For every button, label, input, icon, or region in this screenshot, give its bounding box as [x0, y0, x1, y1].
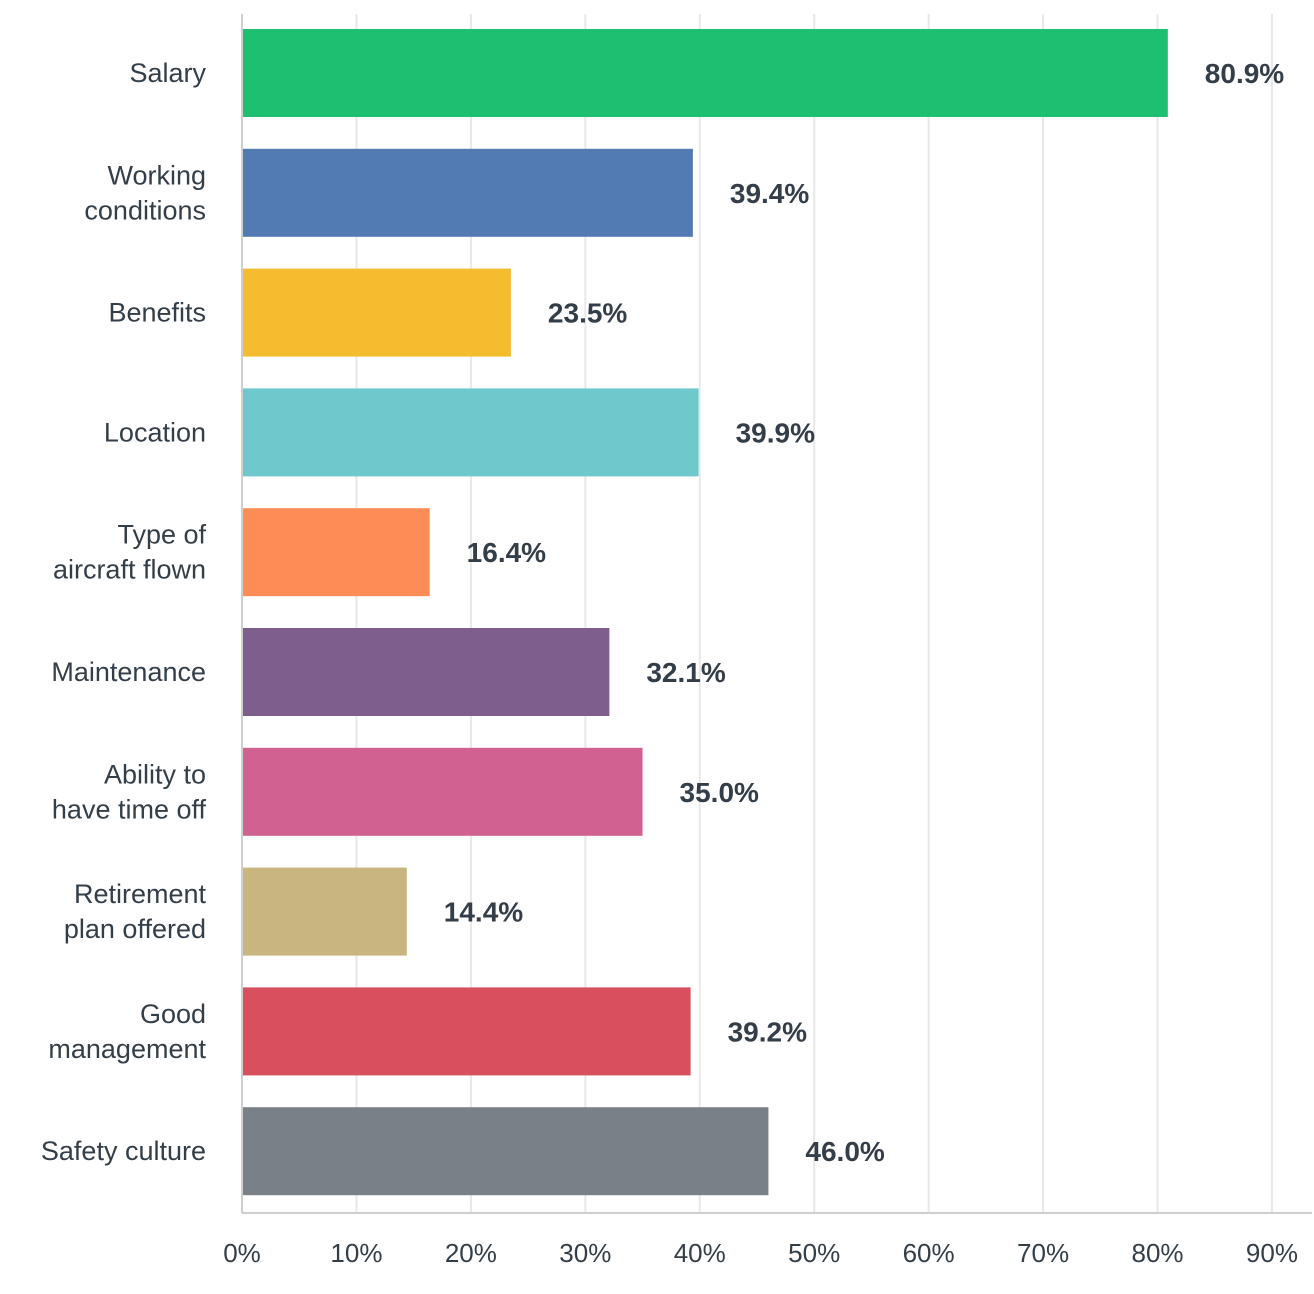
category-label-line: aircraft flown — [53, 555, 206, 585]
bar — [242, 1107, 769, 1196]
data-label: 35.0% — [680, 777, 759, 808]
x-tick-label: 20% — [445, 1238, 497, 1268]
category-label: Maintenance — [51, 657, 206, 687]
x-tick-label: 70% — [1017, 1238, 1069, 1268]
category-label-line: Working — [107, 160, 206, 190]
category-label-line: Retirement — [74, 879, 207, 909]
x-tick-label: 0% — [223, 1238, 261, 1268]
category-label: Location — [104, 417, 206, 447]
category-label: Salary — [129, 58, 206, 88]
x-tick-label: 60% — [903, 1238, 955, 1268]
category-label: Working conditions — [84, 160, 206, 225]
category-label: Ability to have time off — [52, 759, 207, 824]
bar — [242, 508, 430, 597]
category-label: Safety culture — [41, 1136, 206, 1166]
bar — [242, 268, 511, 357]
x-tick-label: 50% — [788, 1238, 840, 1268]
category-label-line: conditions — [84, 195, 206, 225]
category-label-line: Ability to — [104, 759, 206, 789]
bar — [242, 747, 643, 836]
x-tick-label: 40% — [674, 1238, 726, 1268]
category-label-line: Safety culture — [41, 1136, 206, 1166]
data-label: 39.2% — [728, 1016, 807, 1047]
category-label: Good management — [48, 999, 206, 1064]
data-label: 23.5% — [548, 298, 627, 329]
data-label: 14.4% — [444, 897, 523, 928]
labels: 0% 10% 20% 30% 40% 50% 60% 70% 80% 90% 80.9% Salary… — [41, 58, 1298, 1268]
category-label-line: plan offered — [64, 914, 206, 944]
data-label: 16.4% — [467, 537, 546, 568]
category-label: Benefits — [108, 298, 206, 328]
x-tick-label: 80% — [1131, 1238, 1183, 1268]
x-tick-label: 10% — [330, 1238, 382, 1268]
category-label-line: Maintenance — [51, 657, 206, 687]
bar — [242, 388, 699, 477]
data-label: 46.0% — [805, 1136, 884, 1167]
category-label-line: Good — [140, 999, 206, 1029]
category-label-line: Location — [104, 417, 206, 447]
category-label-line: Type of — [117, 520, 206, 550]
category-label: Type of aircraft flown — [53, 520, 207, 585]
x-tick-label: 30% — [559, 1238, 611, 1268]
bar — [242, 867, 407, 956]
bar — [242, 987, 691, 1076]
data-label: 32.1% — [646, 657, 725, 688]
bar — [242, 148, 693, 237]
data-label: 39.9% — [736, 417, 815, 448]
category-label-line: management — [48, 1034, 206, 1064]
data-label: 39.4% — [730, 178, 809, 209]
bars — [242, 29, 1168, 1196]
x-tick-label: 90% — [1246, 1238, 1298, 1268]
bar — [242, 29, 1168, 117]
bar — [242, 628, 610, 716]
category-label-line: have time off — [52, 794, 207, 824]
category-label-line: Salary — [129, 58, 206, 88]
category-label-line: Benefits — [108, 298, 206, 328]
data-label: 80.9% — [1205, 58, 1284, 89]
category-label: Retirement plan offered — [64, 879, 207, 944]
axes — [241, 14, 1312, 1214]
